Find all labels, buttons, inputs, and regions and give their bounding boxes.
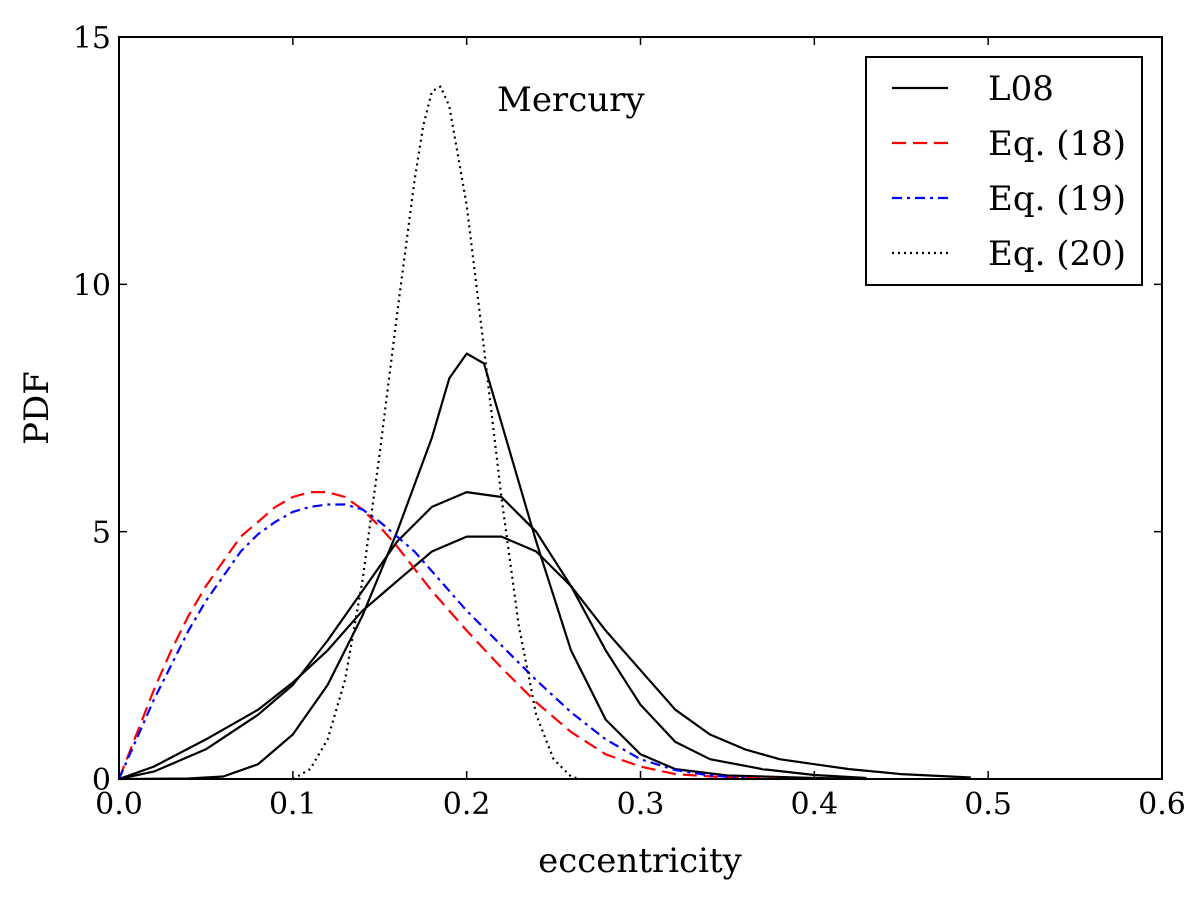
legend-box <box>865 56 1143 286</box>
y-tick-label: 15 <box>73 21 111 56</box>
ticks-layer: 0.0 0.1 0.2 0.3 0.4 0.5 0.6 0 5 10 15 <box>73 21 1186 822</box>
legend-entries: L08 Eq. (18) Eq. (19) Eq. (20) <box>892 69 1126 274</box>
x-tick-label: 0.0 <box>95 787 143 822</box>
y-tick-label: 0 <box>92 763 111 798</box>
series-line-4 <box>117 503 745 780</box>
legend-label-2: Eq. (19) <box>988 179 1126 219</box>
series-line-0 <box>118 352 867 781</box>
legend-label-3: Eq. (20) <box>988 234 1126 274</box>
x-tick-label: 0.1 <box>269 787 317 822</box>
series-line-3 <box>117 491 780 781</box>
x-tick-label: 0.2 <box>443 787 491 822</box>
x-tick-label: 0.3 <box>617 787 665 822</box>
x-axis-label: eccentricity <box>538 841 743 881</box>
x-tick-label: 0.6 <box>1138 787 1186 822</box>
legend-label-0: L08 <box>988 69 1054 109</box>
y-tick-label: 5 <box>92 516 111 551</box>
annotation-text: Mercury <box>497 80 645 120</box>
legend-label-1: Eq. (18) <box>988 124 1126 164</box>
legend: L08 Eq. (18) Eq. (19) Eq. (20) <box>865 56 1143 286</box>
series-line-5 <box>292 85 581 781</box>
series-line-1 <box>118 491 867 781</box>
x-tick-label: 0.4 <box>790 787 838 822</box>
y-tick-label: 10 <box>73 268 111 303</box>
y-axis-label: PDF <box>17 371 57 445</box>
series-layer <box>117 85 971 781</box>
series-line-2 <box>118 535 971 781</box>
x-tick-label: 0.5 <box>964 787 1012 822</box>
